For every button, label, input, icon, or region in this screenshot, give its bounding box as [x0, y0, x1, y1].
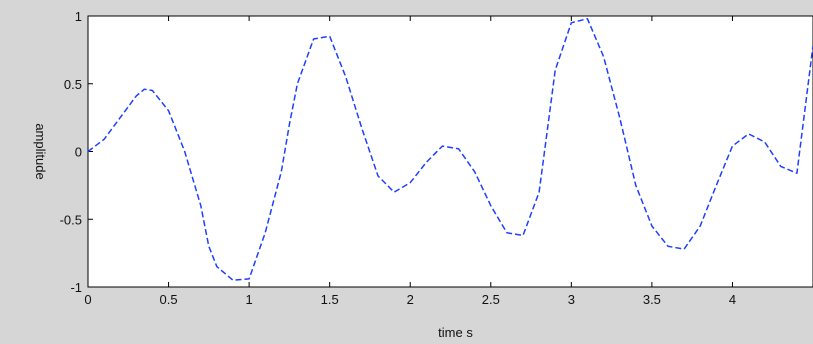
x-tick-label: 0: [84, 292, 91, 307]
y-tick-label: -1: [70, 280, 82, 295]
y-tick-label: 0.5: [64, 77, 82, 92]
tick-labels: 0 0.5 1 1.5 2 2.5 3 3.5 4 -1 -0.5 0 0.5 1: [60, 9, 736, 307]
x-tick-label: 0.5: [160, 292, 178, 307]
series-line: [87, 17, 813, 281]
y-axis-label: amplitude: [33, 123, 48, 179]
y-tick-label: 0: [75, 145, 82, 160]
x-tick-label: 3: [568, 292, 575, 307]
x-axis-label: time s: [438, 325, 473, 340]
x-tick-label: 3.5: [643, 292, 661, 307]
x-tick-label: 1: [245, 292, 252, 307]
x-tick-label: 2: [407, 292, 414, 307]
y-tick-label: -0.5: [60, 212, 82, 227]
axis-ticks: [87, 15, 733, 288]
x-tick-label: 1.5: [321, 292, 339, 307]
x-tick-label: 4: [729, 292, 736, 307]
plot-area: [87, 15, 813, 288]
series-group: [87, 17, 813, 281]
y-tick-label: 1: [75, 9, 82, 24]
x-tick-label: 2.5: [482, 292, 500, 307]
